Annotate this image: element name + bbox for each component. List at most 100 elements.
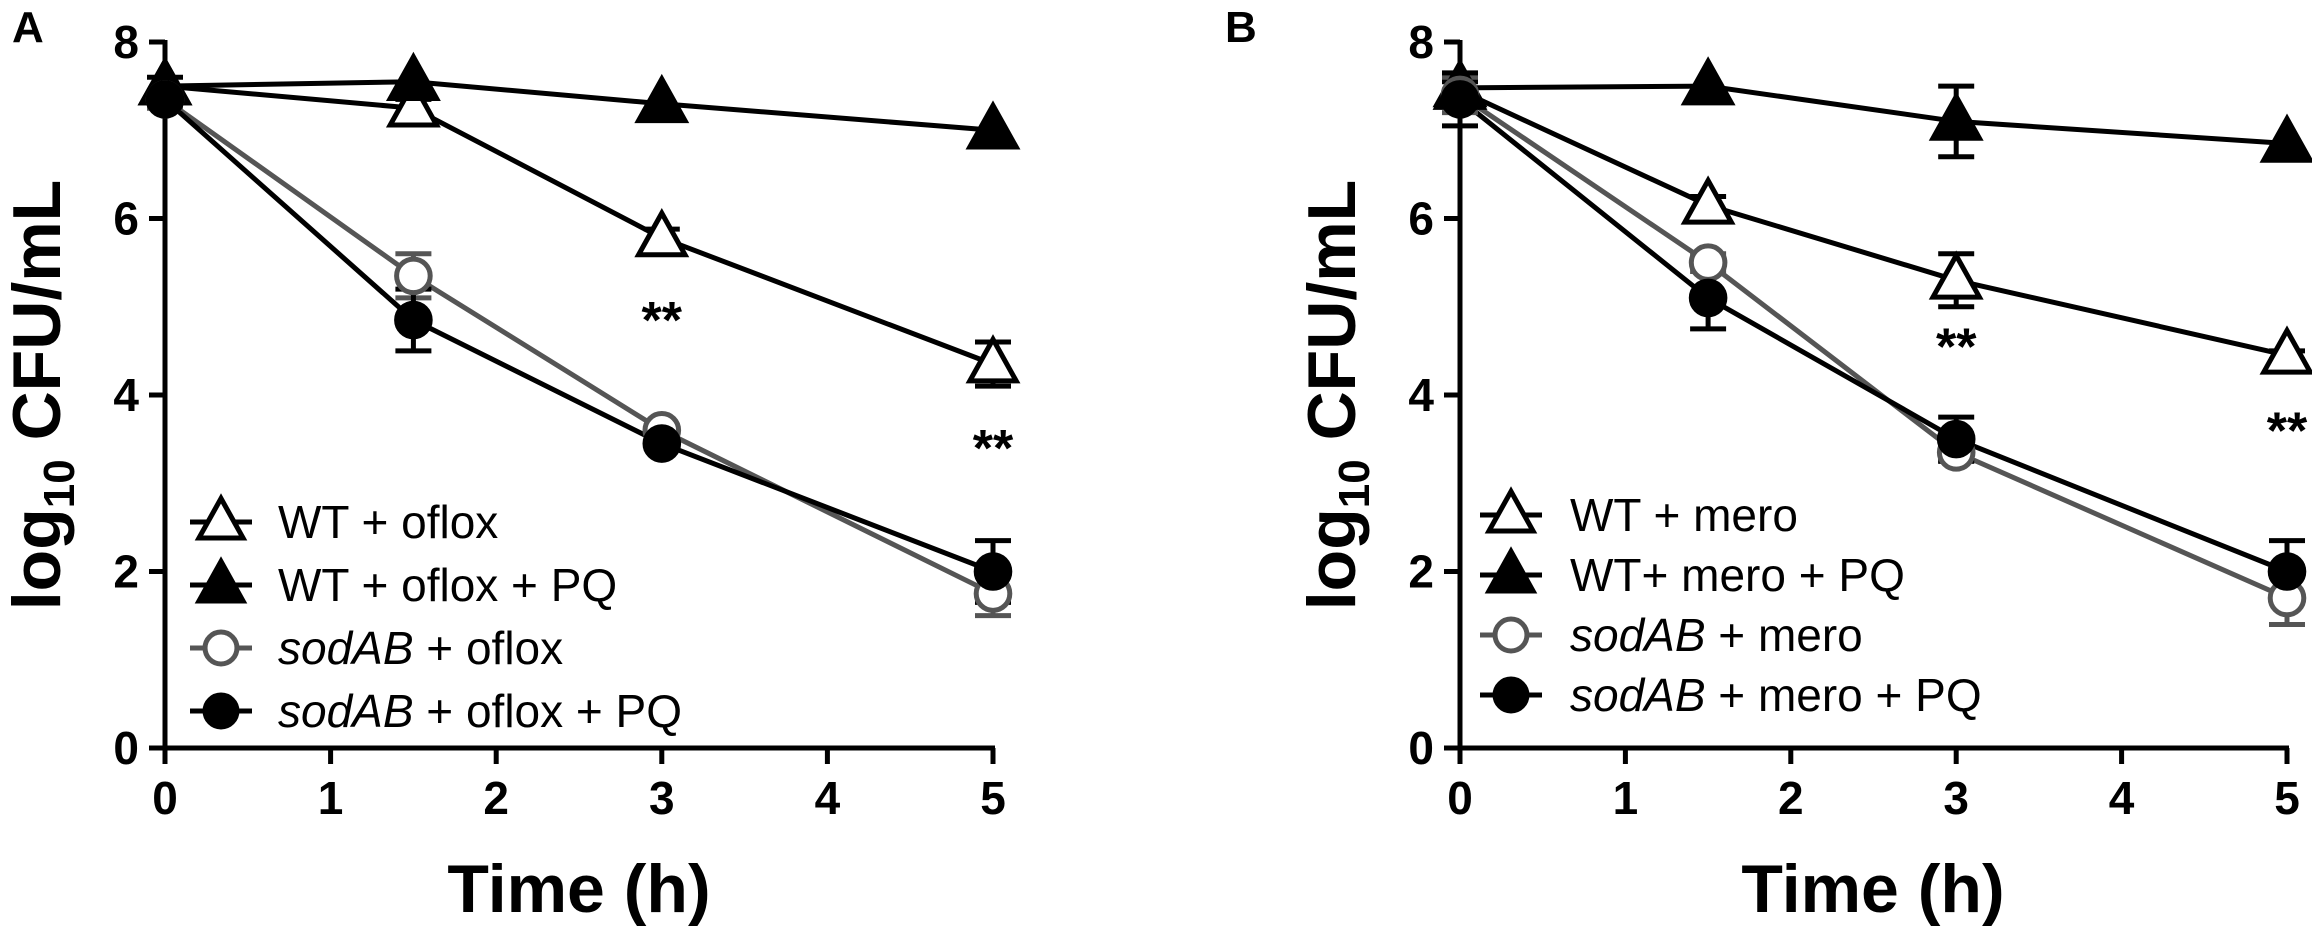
legend-label: sodAB + oflox <box>278 622 563 674</box>
legend-label: WT+ mero + PQ <box>1570 549 1905 601</box>
legend-label-text: WT+ mero + PQ <box>1570 549 1905 601</box>
panel-a: A 0 2 4 6 8 0 1 2 3 4 5 Time (h) log10 CFU/mL ** ** WT +… <box>0 3 1021 927</box>
legend-marker-triangle <box>1484 546 1538 594</box>
y-axis-title-main: log <box>0 508 75 610</box>
x-tick-label: 0 <box>1447 772 1473 824</box>
data-point-triangle <box>385 78 441 128</box>
y-axis-title: log10 CFU/mL <box>1294 180 1379 610</box>
x-tick-label: 2 <box>1778 772 1804 824</box>
legend-label-text: + oflox <box>414 622 564 674</box>
y-tick-label: 6 <box>113 193 139 245</box>
y-tick-label: 8 <box>113 16 139 68</box>
y-tick-label: 8 <box>1408 16 1434 68</box>
data-point-triangle <box>1680 175 1736 225</box>
data-point-circle <box>973 552 1013 591</box>
data-point-circle <box>394 300 433 340</box>
significance-marker: ** <box>973 420 1014 478</box>
legend-label: WT + mero <box>1570 489 1798 541</box>
legend-marker-circle <box>1492 616 1530 654</box>
series-line <box>1458 92 2289 601</box>
y-axis-title: log10 CFU/mL <box>0 180 84 610</box>
series-line <box>1458 88 2288 358</box>
x-tick-label: 4 <box>815 772 841 824</box>
x-tick-label: 3 <box>1943 772 1969 824</box>
legend-label-italic: sodAB <box>1570 609 1706 661</box>
data-point-triangle <box>1680 56 1736 106</box>
series-line <box>163 97 994 574</box>
y-axis-title-subscript: 10 <box>1330 459 1379 508</box>
panel-letter: B <box>1225 3 1257 52</box>
data-point-triangle <box>1928 91 1984 141</box>
x-tick-label: 5 <box>980 772 1006 824</box>
x-tick-label: 0 <box>152 772 178 824</box>
legend-label-text: WT + oflox + PQ <box>278 559 617 611</box>
legend-label-italic: sodAB <box>278 685 414 737</box>
significance-marker: ** <box>2267 402 2308 460</box>
legend-label: sodAB + mero + PQ <box>1570 669 1982 721</box>
legend-marker-triangle <box>194 493 248 541</box>
x-tick-label: 3 <box>649 772 675 824</box>
x-axis-title: Time (h) <box>447 851 710 927</box>
series-line <box>164 79 994 133</box>
data-point-triangle <box>2259 325 2312 375</box>
x-tick-label: 2 <box>483 772 509 824</box>
data-point-circle <box>1688 243 1728 282</box>
legend-label-text: WT + mero <box>1570 489 1798 541</box>
data-point-triangle <box>965 100 1021 150</box>
data-point-circle <box>2267 552 2307 591</box>
series-line <box>1458 97 2288 574</box>
x-tick-label: 1 <box>318 772 344 824</box>
data-point-circle <box>1440 80 1480 119</box>
x-tick-label: 4 <box>2109 772 2135 824</box>
data-point-triangle <box>965 334 1021 384</box>
data-point-circle <box>1936 419 1976 459</box>
y-axis-title-tail: CFU/mL <box>1294 180 1370 460</box>
data-point-circle <box>145 80 185 119</box>
legend-label-text: + mero <box>1706 609 1863 661</box>
data-point-triangle <box>385 51 441 102</box>
data-point-circle <box>642 424 682 463</box>
legend-label: WT + oflox + PQ <box>278 559 617 611</box>
data-point-triangle <box>634 207 690 258</box>
significance-marker: ** <box>1936 318 1977 376</box>
legend-label-italic: sodAB <box>278 622 414 674</box>
data-point-triangle <box>2259 113 2312 163</box>
legend-marker-circle <box>202 692 240 730</box>
y-tick-label: 4 <box>113 369 139 421</box>
series-line <box>164 83 994 367</box>
y-tick-label: 0 <box>113 722 139 774</box>
legend-label-text: + oflox + PQ <box>414 685 682 737</box>
y-axis-title-tail: CFU/mL <box>0 180 75 460</box>
y-tick-label: 6 <box>1408 193 1434 245</box>
legend-marker-triangle <box>1484 486 1538 534</box>
panel-b: B 0 2 4 6 8 0 1 2 3 4 5 Time (h) log10 CFU/mL ** ** WT +… <box>1225 3 2312 927</box>
data-point-triangle <box>634 73 690 124</box>
legend-marker-circle <box>202 629 240 667</box>
legend-label-text: WT + oflox <box>278 496 498 548</box>
legend-label: WT + oflox <box>278 496 498 548</box>
y-tick-label: 2 <box>1408 546 1434 598</box>
legend-marker-triangle <box>194 556 248 604</box>
panel-letter: A <box>12 3 44 52</box>
significance-marker: ** <box>642 292 683 350</box>
x-tick-label: 1 <box>1613 772 1639 824</box>
y-axis-title-subscript: 10 <box>35 459 84 508</box>
x-axis-title: Time (h) <box>1741 851 2004 927</box>
data-point-circle <box>1688 278 1728 318</box>
series-line <box>1459 83 2288 146</box>
y-axis-title-main: log <box>1294 508 1370 610</box>
legend-label-italic: sodAB <box>1570 669 1706 721</box>
legend-marker-circle <box>1492 676 1530 714</box>
y-tick-label: 0 <box>1408 722 1434 774</box>
data-point-circle <box>394 256 433 296</box>
y-tick-label: 4 <box>1408 369 1434 421</box>
legend-label: sodAB + oflox + PQ <box>278 685 682 737</box>
x-tick-label: 5 <box>2274 772 2300 824</box>
legend-label: sodAB + mero <box>1570 609 1863 661</box>
y-tick-label: 2 <box>113 546 139 598</box>
data-point-triangle <box>1928 250 1984 300</box>
